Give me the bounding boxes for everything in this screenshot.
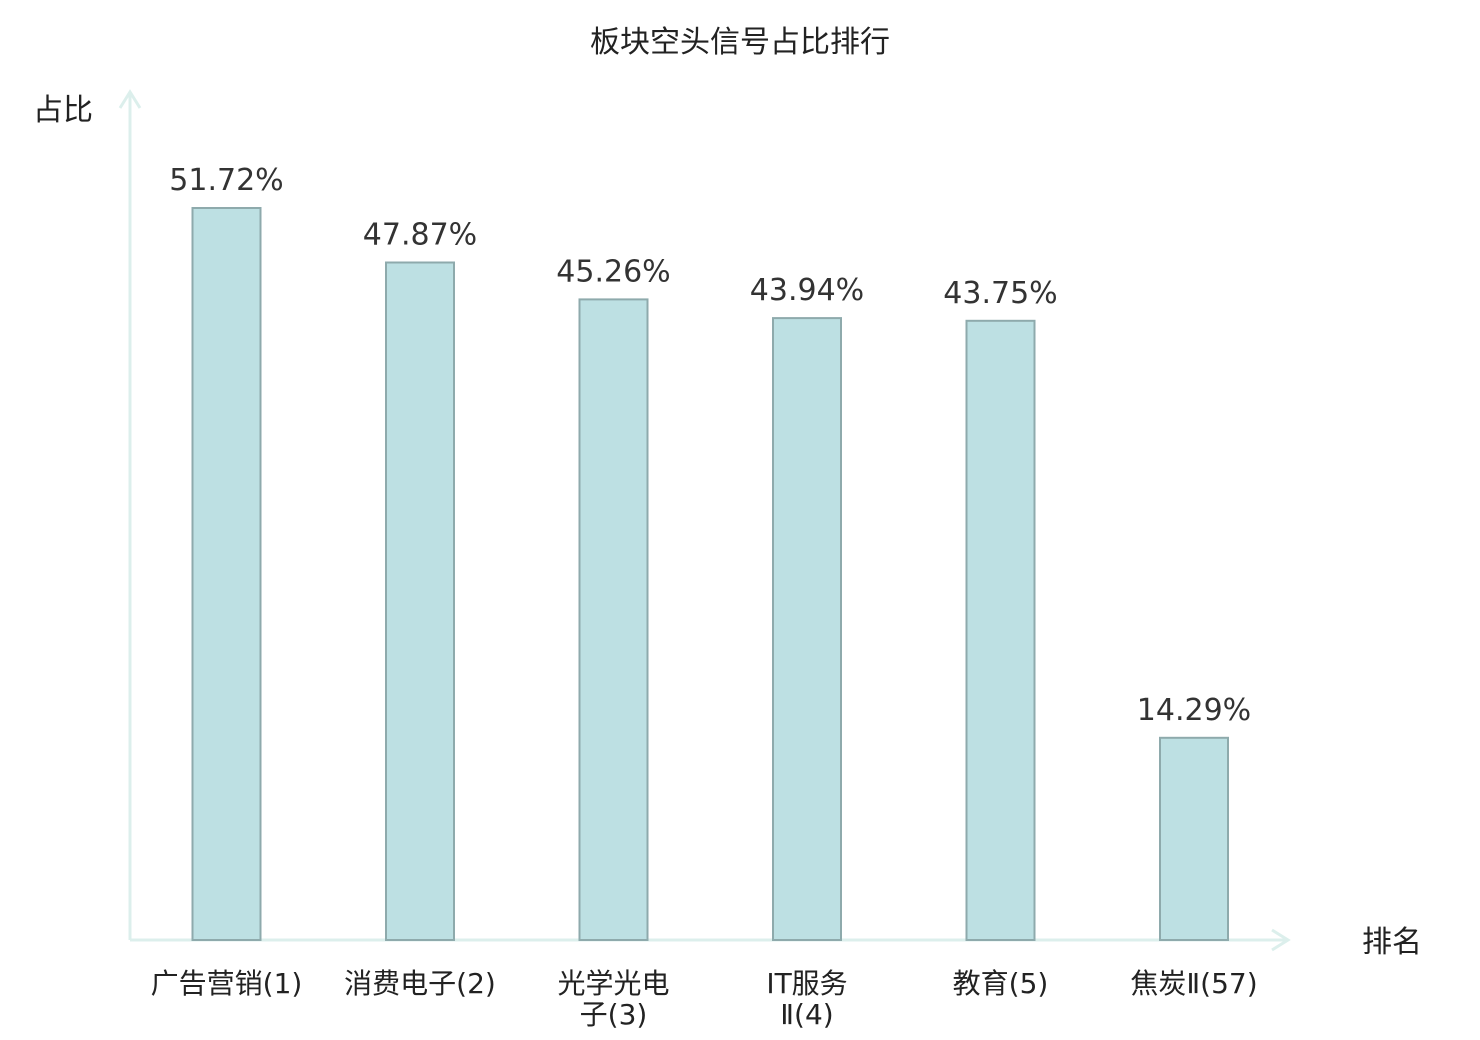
category-label-4-line-1: IT服务 — [766, 967, 847, 1000]
value-label-1: 51.72% — [169, 163, 283, 198]
bar-2 — [385, 261, 455, 941]
bars-group — [191, 207, 1229, 942]
value-label-4: 43.94% — [750, 273, 864, 308]
category-label-1: 广告营销(1) — [151, 967, 303, 1000]
category-label-2: 消费电子(2) — [344, 967, 496, 1000]
category-label-5: 教育(5) — [953, 967, 1049, 1000]
value-label-6: 14.29% — [1137, 693, 1251, 728]
value-label-3: 45.26% — [556, 254, 670, 289]
category-label-6: 焦炭Ⅱ(57) — [1130, 967, 1257, 1000]
bar-4 — [772, 317, 842, 942]
bar-6 — [1159, 736, 1229, 941]
y-axis-label: 占比 — [33, 93, 93, 128]
y-axis-arrow-icon — [118, 89, 142, 109]
category-label-3-line-1: 光学光电 — [557, 967, 669, 1000]
value-label-5: 43.75% — [943, 276, 1057, 311]
bar-3 — [578, 298, 649, 941]
bar-1 — [191, 207, 262, 941]
chart-title: 板块空头信号占比排行 — [590, 25, 890, 60]
x-axis-label: 排名 — [1362, 925, 1422, 960]
bar-5 — [965, 319, 1036, 941]
axes — [118, 89, 1291, 952]
category-label-3-line-2: 子(3) — [580, 998, 648, 1031]
x-axis-arrow-icon — [1271, 928, 1291, 952]
value-label-2: 47.87% — [363, 218, 477, 253]
value-labels-group: 51.72% 47.87% 45.26% 43.94% 43.75% 14.29% — [169, 163, 1251, 728]
category-label-4-line-2: Ⅱ(4) — [780, 998, 833, 1031]
